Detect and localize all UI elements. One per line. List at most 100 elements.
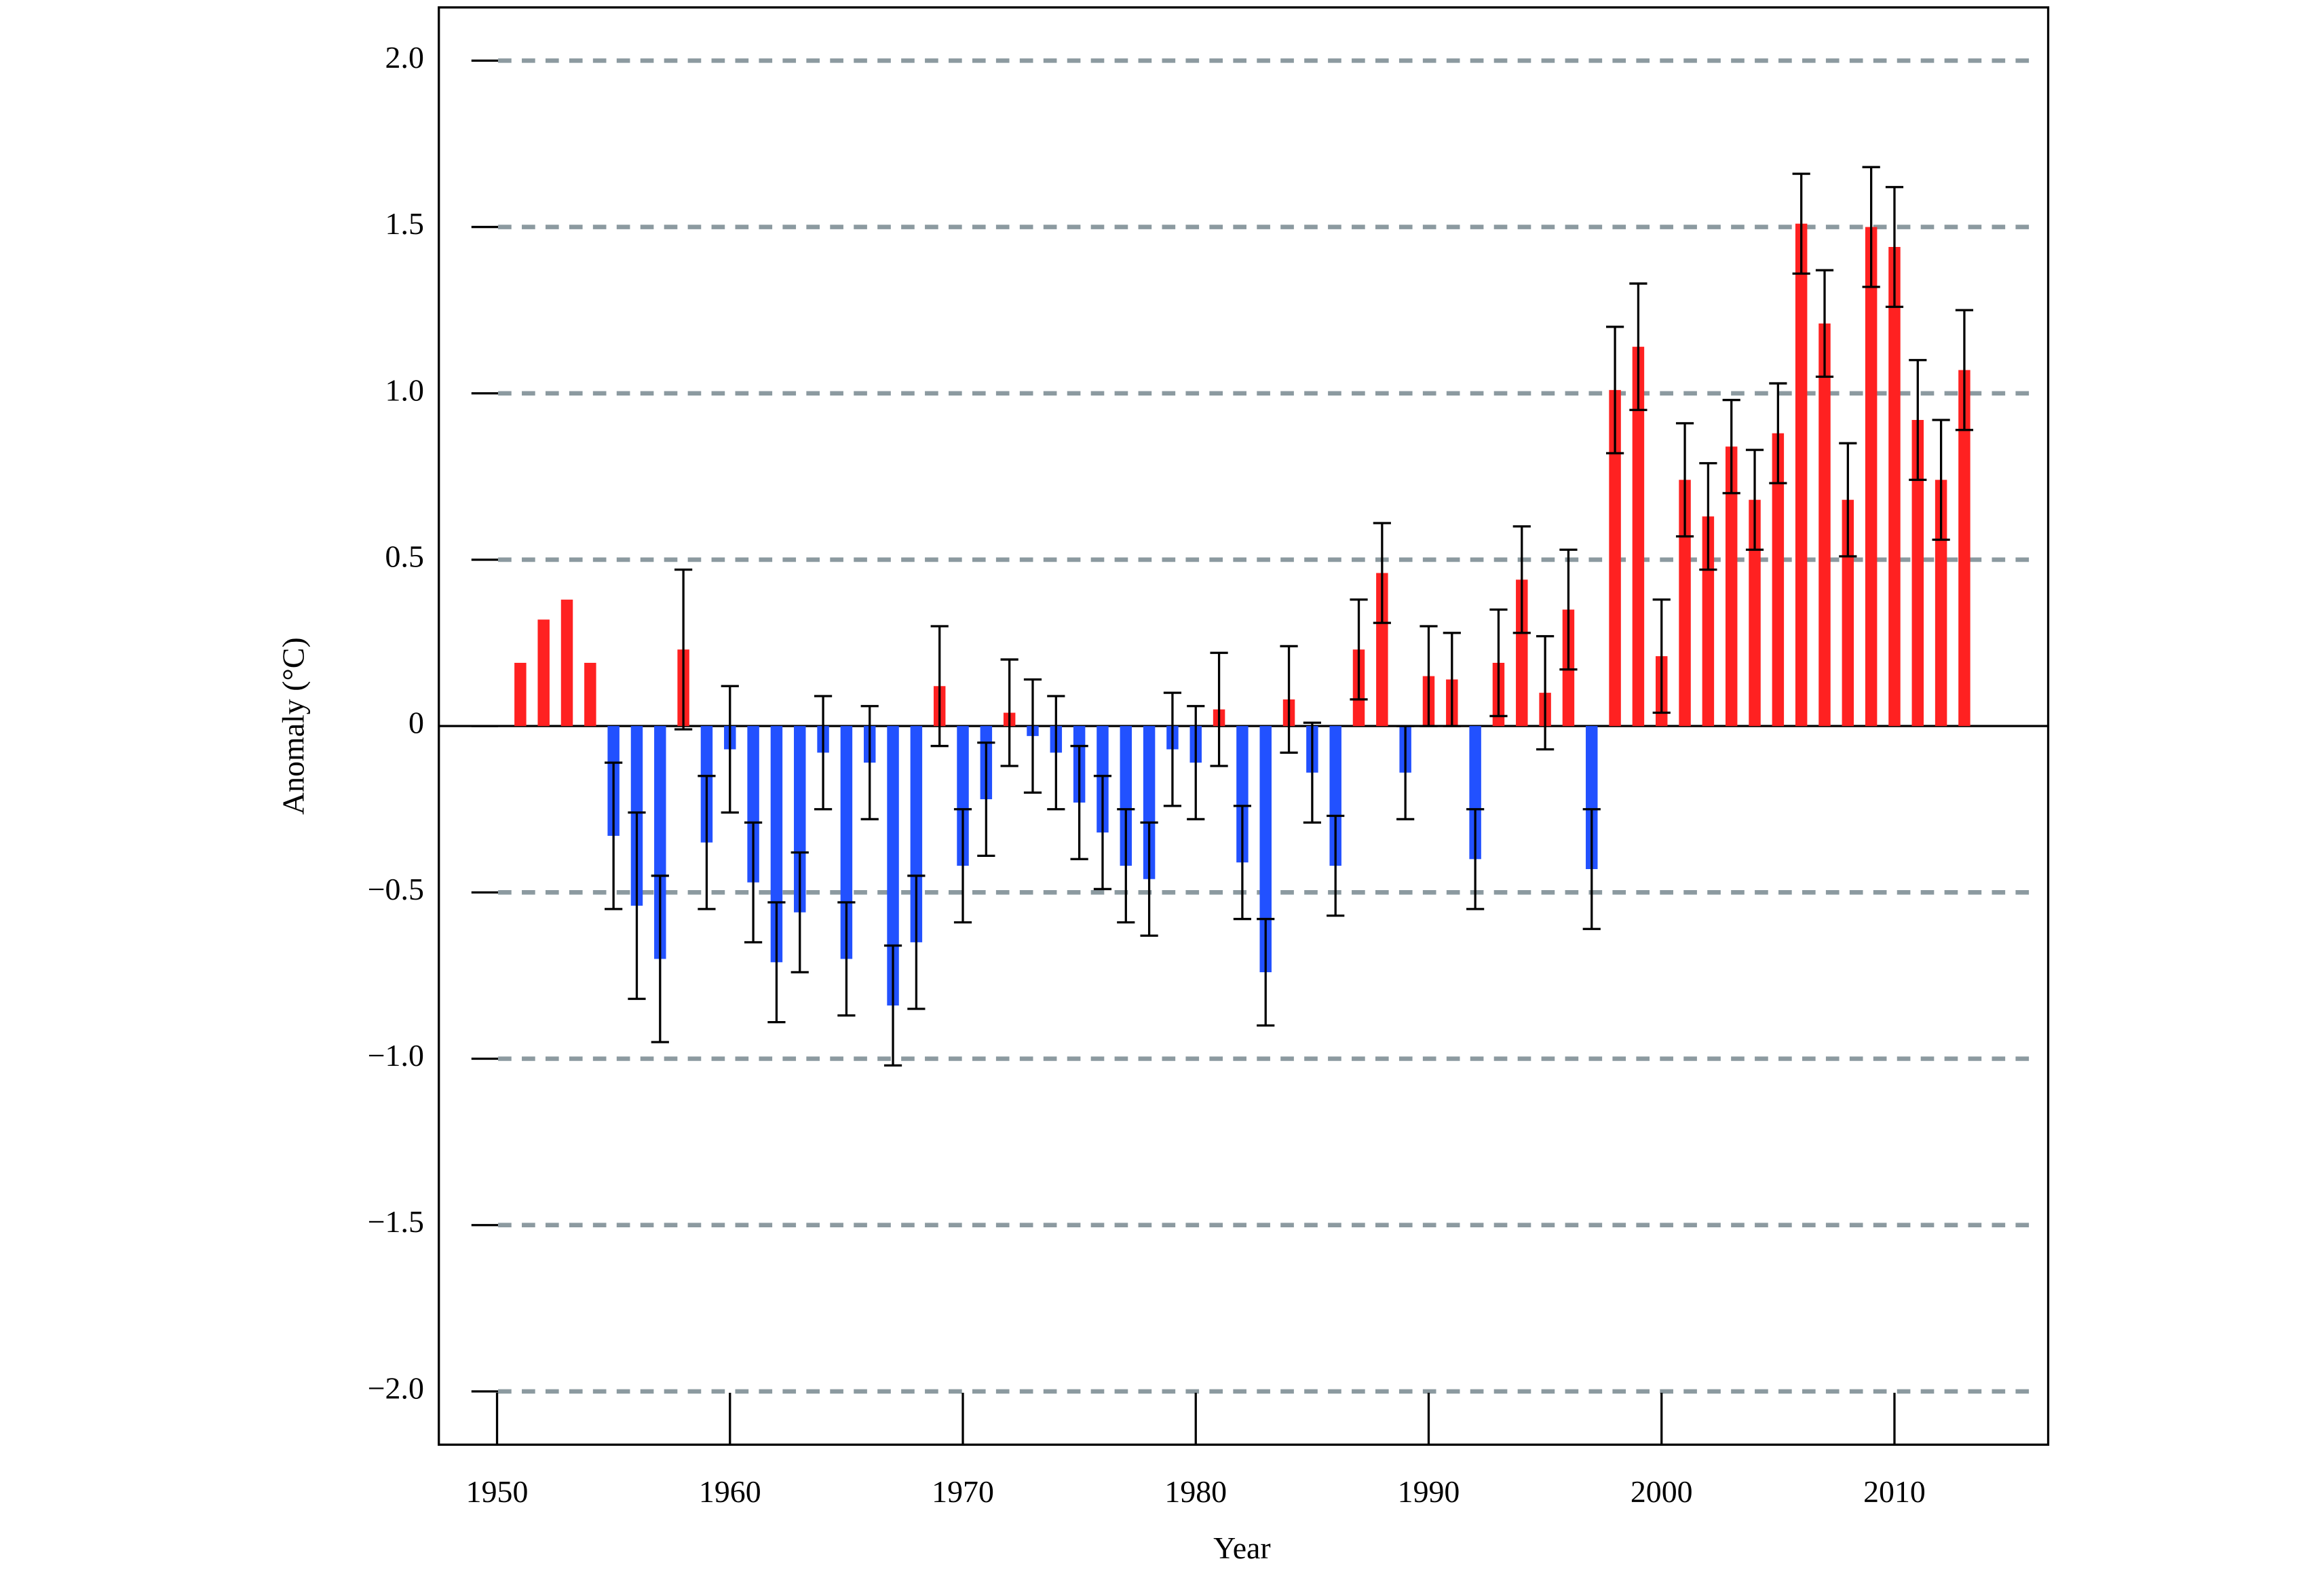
error-bar — [1955, 309, 1974, 431]
y-tick-label: 0 — [408, 706, 424, 740]
y-tick-label: −1.5 — [368, 1204, 424, 1239]
error-bar — [1745, 448, 1764, 551]
error-bar — [790, 851, 809, 974]
error-bar — [1047, 695, 1065, 811]
error-bar — [1140, 821, 1158, 937]
error-bar — [1163, 691, 1182, 807]
error-bar — [1582, 808, 1601, 930]
y-tick-label: 1.5 — [385, 206, 424, 241]
error-bar — [628, 811, 646, 1000]
x-tick-label: 1970 — [932, 1474, 994, 1509]
bar — [957, 726, 969, 866]
bar — [1376, 573, 1388, 727]
x-tick-label: 1990 — [1398, 1474, 1460, 1509]
error-bar — [1559, 548, 1578, 671]
bar — [1958, 370, 1970, 727]
error-bar — [1815, 269, 1834, 378]
error-bar — [1466, 808, 1485, 910]
bar — [537, 619, 550, 727]
x-tick-label: 2000 — [1631, 1474, 1693, 1509]
error-bar — [1792, 172, 1810, 275]
error-bar — [1443, 632, 1461, 727]
bar — [910, 726, 923, 942]
error-bar — [1327, 814, 1345, 917]
error-bar — [1839, 442, 1857, 558]
y-tick-label: −1.0 — [368, 1038, 424, 1073]
error-bar — [1187, 705, 1205, 821]
error-bar — [1699, 462, 1717, 571]
error-bar — [1629, 282, 1647, 411]
y-tick-label: 1.0 — [385, 372, 424, 407]
error-bar — [907, 875, 926, 1010]
error-bar — [1605, 326, 1624, 455]
error-bar — [1280, 645, 1298, 754]
bar — [1236, 726, 1249, 863]
bar — [1865, 227, 1878, 727]
error-bar — [651, 875, 669, 1043]
bar — [1469, 726, 1481, 860]
error-bar — [1233, 805, 1252, 921]
error-bar — [1303, 721, 1321, 824]
x-tick-label: 1960 — [699, 1474, 761, 1509]
error-bar — [953, 808, 972, 924]
bar — [747, 726, 759, 883]
bar — [1259, 726, 1272, 973]
error-bar — [1512, 525, 1531, 634]
bar — [654, 726, 666, 959]
y-tick-label: 2.0 — [385, 40, 424, 75]
error-bar — [1652, 598, 1671, 714]
x-tick-label: 1980 — [1164, 1474, 1227, 1509]
bar — [1632, 347, 1645, 727]
bar — [1143, 726, 1156, 879]
error-bar — [1862, 166, 1880, 288]
bar — [1120, 726, 1132, 866]
y-tick-label: −2.0 — [368, 1370, 424, 1405]
error-bar — [1117, 808, 1135, 924]
error-bar — [1396, 725, 1415, 821]
error-bar — [1023, 678, 1042, 794]
bar — [1609, 389, 1621, 727]
bar — [1586, 726, 1598, 870]
bar — [560, 599, 573, 727]
error-bar — [1420, 625, 1438, 727]
bar — [794, 726, 806, 913]
error-bar — [977, 742, 995, 858]
error-bar — [883, 944, 902, 1067]
bar — [1772, 433, 1785, 727]
error-bar — [744, 821, 763, 944]
bar — [1911, 419, 1924, 727]
error-bar — [860, 705, 879, 821]
bar — [1516, 579, 1528, 727]
error-bar — [1675, 422, 1694, 538]
error-bar — [605, 761, 623, 910]
error-bar — [1000, 658, 1018, 767]
error-bar — [1350, 598, 1368, 701]
error-bar — [721, 685, 739, 814]
bar — [1818, 323, 1831, 727]
bar — [584, 662, 596, 727]
error-bar — [1769, 382, 1787, 484]
y-tick-label: −0.5 — [368, 872, 424, 906]
error-bar — [1489, 608, 1508, 718]
error-bar — [698, 775, 716, 910]
error-bar — [930, 625, 949, 748]
bar — [514, 662, 527, 727]
bar — [840, 726, 853, 959]
y-axis-label: Anomaly (°C) — [276, 637, 311, 815]
error-bar — [1070, 744, 1088, 860]
error-bar — [1722, 398, 1740, 495]
error-bar — [1373, 522, 1391, 624]
x-tick-label: 1950 — [466, 1474, 529, 1509]
bar — [1935, 480, 1947, 727]
error-bar — [767, 901, 786, 1024]
error-bar — [674, 569, 693, 731]
bar — [887, 726, 899, 1006]
error-bar — [1210, 651, 1228, 767]
x-axis-label: Year — [1213, 1531, 1271, 1565]
error-bar — [1536, 635, 1555, 751]
bar — [1749, 499, 1761, 727]
error-bar — [837, 901, 856, 1017]
bar — [1329, 726, 1341, 866]
